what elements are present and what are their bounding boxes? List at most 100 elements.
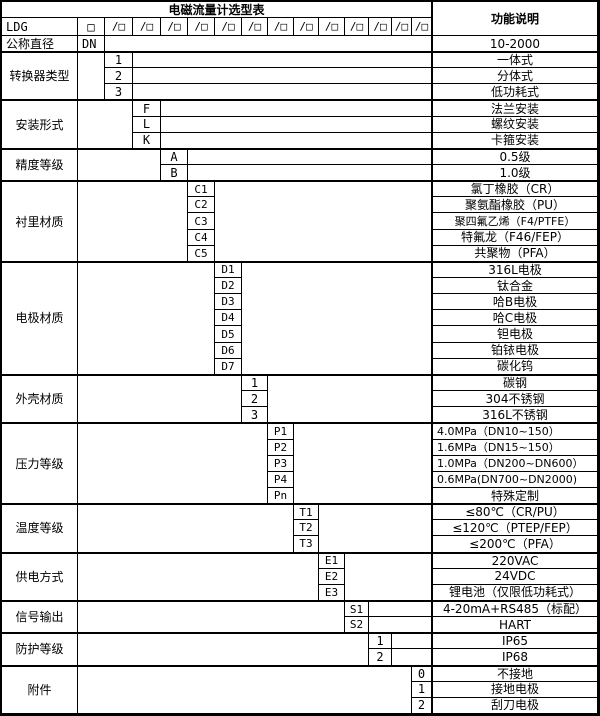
code-slot-box-9: /□ bbox=[319, 18, 345, 36]
code-cell: 1 bbox=[412, 681, 432, 698]
category-label: 衬里材质 bbox=[2, 181, 78, 262]
desc-cell: 24VDC bbox=[432, 568, 598, 585]
code-cell: T2 bbox=[294, 520, 319, 537]
desc-cell: 1.6MPa（DN15~150） bbox=[432, 439, 598, 456]
code-cell: 2 bbox=[412, 697, 432, 714]
category-label: 精度等级 bbox=[2, 148, 78, 182]
desc-cell: 卡箍安装 bbox=[432, 132, 598, 149]
desc-cell: 碳钢 bbox=[432, 374, 598, 392]
code-cell: E1 bbox=[319, 552, 345, 569]
desc-cell: 锂电池（仅限低功耗式） bbox=[432, 584, 598, 601]
filler bbox=[345, 552, 432, 601]
code-slot-box-2: /□ bbox=[133, 18, 161, 36]
desc-cell: 304不锈钢 bbox=[432, 391, 598, 408]
category-label-dn: 公称直径 bbox=[2, 36, 78, 52]
filler bbox=[161, 132, 432, 149]
code-cell: C4 bbox=[188, 229, 215, 246]
filler bbox=[78, 600, 345, 634]
code-cell: S1 bbox=[345, 600, 369, 618]
filler bbox=[188, 148, 432, 166]
desc-cell: 低功耗式 bbox=[432, 84, 598, 101]
category-label: 供电方式 bbox=[2, 552, 78, 601]
filler bbox=[392, 649, 432, 666]
code-slot-box-12: /□ bbox=[392, 18, 412, 36]
category-label: 电极材质 bbox=[2, 261, 78, 375]
function-header: 功能说明 bbox=[432, 2, 598, 36]
desc-cell: 1.0级 bbox=[432, 165, 598, 182]
code-cell: S2 bbox=[345, 617, 369, 634]
code-cell: C2 bbox=[188, 197, 215, 214]
code-cell: C3 bbox=[188, 213, 215, 230]
code-cell: E2 bbox=[319, 568, 345, 585]
filler bbox=[78, 504, 294, 553]
filler bbox=[78, 633, 369, 666]
desc-cell: 聚四氟乙烯（F4/PTFE） bbox=[432, 213, 598, 230]
desc-cell: 分体式 bbox=[432, 68, 598, 85]
category-label: 附件 bbox=[2, 665, 78, 714]
category-label: 压力等级 bbox=[2, 423, 78, 505]
desc-cell: ≤80℃（CR/PU） bbox=[432, 504, 598, 521]
desc-cell: 刮刀电极 bbox=[432, 697, 598, 714]
code-cell: B bbox=[161, 165, 188, 182]
filler bbox=[369, 617, 432, 634]
code-slot-box-13: /□ bbox=[412, 18, 432, 36]
code-slot-box-10: /□ bbox=[345, 18, 369, 36]
code-cell: 2 bbox=[369, 649, 392, 666]
model-prefix: LDG bbox=[2, 18, 78, 36]
desc-cell: 不接地 bbox=[432, 665, 598, 682]
desc-cell: 法兰安装 bbox=[432, 100, 598, 117]
code-slot-box-1: /□ bbox=[105, 18, 133, 36]
code-cell: D3 bbox=[215, 294, 242, 311]
desc-cell: 4-20mA+RS485（标配） bbox=[432, 600, 598, 618]
filler bbox=[369, 600, 432, 618]
desc-cell: 螺纹安装 bbox=[432, 116, 598, 133]
filler bbox=[78, 148, 161, 182]
desc-cell: 哈B电极 bbox=[432, 294, 598, 311]
desc-cell: 特殊定制 bbox=[432, 487, 598, 505]
code-cell: A bbox=[161, 148, 188, 166]
code-cell: C1 bbox=[188, 181, 215, 198]
filler bbox=[78, 374, 242, 424]
desc-cell: 0.5级 bbox=[432, 148, 598, 166]
desc-cell: 碳化钨 bbox=[432, 358, 598, 375]
filler bbox=[161, 100, 432, 117]
code-slot-box-5: /□ bbox=[215, 18, 242, 36]
filler bbox=[161, 116, 432, 133]
filler bbox=[78, 665, 412, 714]
filler bbox=[319, 504, 432, 553]
desc-cell: HART bbox=[432, 617, 598, 634]
filler bbox=[242, 261, 432, 375]
desc-cell: 4.0MPa（DN10~150） bbox=[432, 423, 598, 440]
code-cell: K bbox=[133, 132, 161, 149]
filler bbox=[392, 633, 432, 650]
code-cell: L bbox=[133, 116, 161, 133]
code-cell: 0 bbox=[412, 665, 432, 682]
code-slot-box-7: /□ bbox=[268, 18, 294, 36]
category-label: 温度等级 bbox=[2, 504, 78, 553]
filler bbox=[78, 52, 105, 101]
desc-cell: 铂铱电极 bbox=[432, 342, 598, 359]
filler bbox=[78, 552, 319, 601]
filler bbox=[133, 68, 432, 85]
code-slot-box-6: /□ bbox=[242, 18, 268, 36]
code-cell: D1 bbox=[215, 261, 242, 279]
desc-cell: 特氟龙（F46/FEP） bbox=[432, 229, 598, 246]
desc-cell: ≤120℃（PTEP/FEP） bbox=[432, 520, 598, 537]
code-cell: Pn bbox=[268, 487, 294, 505]
code-slot-box-4: /□ bbox=[188, 18, 215, 36]
desc-cell: IP68 bbox=[432, 649, 598, 666]
category-label: 防护等级 bbox=[2, 633, 78, 666]
desc-cell: 钽电极 bbox=[432, 326, 598, 343]
code-cell: 2 bbox=[105, 68, 133, 85]
desc-cell: 钛合金 bbox=[432, 278, 598, 295]
desc-cell-dn: 10-2000 bbox=[432, 36, 598, 52]
code-cell: F bbox=[133, 100, 161, 117]
code-cell: 3 bbox=[105, 84, 133, 101]
filler bbox=[215, 181, 432, 262]
code-cell: P2 bbox=[268, 439, 294, 456]
desc-cell: 一体式 bbox=[432, 52, 598, 69]
code-slot-box-11: /□ bbox=[369, 18, 392, 36]
code-cell: P3 bbox=[268, 455, 294, 472]
code-cell: D4 bbox=[215, 310, 242, 327]
filler bbox=[78, 181, 188, 262]
